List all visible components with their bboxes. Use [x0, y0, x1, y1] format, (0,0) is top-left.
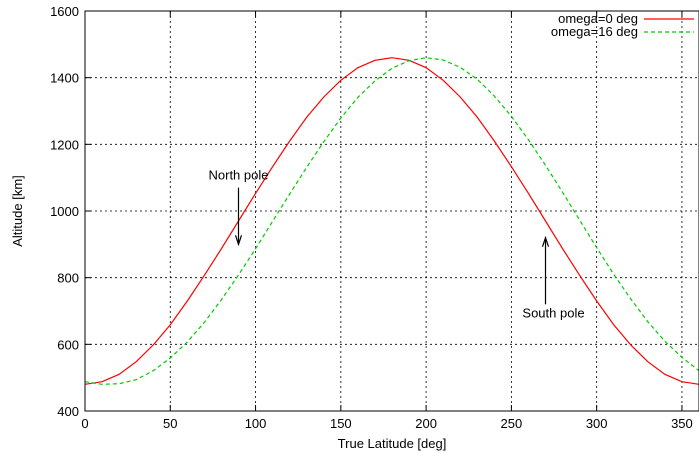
annotation-arrowhead-1	[234, 235, 243, 247]
y-axis-label: Altitude [km]	[10, 175, 25, 247]
x-tick-label: 200	[415, 416, 437, 431]
annotation-label-1: North pole	[209, 168, 269, 183]
x-tick-label: 150	[330, 416, 352, 431]
x-tick-label: 100	[245, 416, 267, 431]
x-axis-label: True Latitude [deg]	[338, 436, 447, 451]
x-tick-label: 300	[586, 416, 608, 431]
y-tick-label: 1400	[50, 71, 79, 86]
annotation-arrowhead-2	[541, 235, 550, 247]
series-lines	[84, 57, 699, 385]
y-tick-label: 1600	[50, 4, 79, 19]
y-tick-label: 1200	[50, 137, 79, 152]
legend-label-1: omega=0 deg	[558, 11, 638, 26]
x-tick-label: 250	[501, 416, 523, 431]
grid	[85, 11, 699, 411]
annotation-label-2: South pole	[522, 305, 584, 320]
y-tick-label: 800	[57, 271, 79, 286]
y-tick-label: 1000	[50, 204, 79, 219]
y-tick-label: 400	[57, 404, 79, 419]
axis-ticks: 0 50 100 150 200 250 300 350 400 600 800 1000 1200 14…	[50, 4, 693, 431]
plot-frame	[84, 10, 699, 412]
series-line-2	[84, 57, 699, 385]
y-tick-label: 600	[57, 337, 79, 352]
legend-label-2: omega=16 deg	[551, 24, 638, 39]
annotations: North pole South pole	[209, 168, 585, 321]
x-tick-label: 0	[81, 416, 88, 431]
x-tick-label: 350	[671, 416, 693, 431]
x-tick-label: 50	[163, 416, 177, 431]
series-line-1	[84, 57, 699, 385]
